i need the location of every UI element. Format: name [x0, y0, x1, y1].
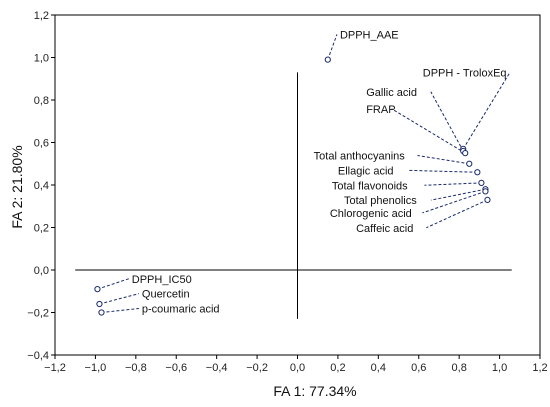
x-tick-label: 0,8 [452, 362, 467, 374]
point-label: Total phenolics [344, 195, 417, 207]
leader-line [462, 72, 511, 150]
point-label: Total anthocyanins [314, 151, 406, 163]
y-tick-label: 0,8 [34, 95, 49, 107]
data-point [324, 56, 331, 63]
point-label: Total flavonoids [332, 180, 408, 192]
x-tick-label: −0,4 [206, 362, 228, 374]
leader-line [408, 169, 478, 173]
y-tick-label: 1,0 [34, 53, 49, 65]
leader-line [391, 108, 466, 154]
point-label: Ellagic acid [338, 165, 394, 177]
y-tick-label: 0,4 [34, 180, 49, 192]
y-axis-title: FA 2: 21.80% [9, 145, 25, 228]
x-axis-ticks: −1,2 −1,0 −0,8 −0,6 −0,4 −0,2 0,0 0,2 0,4 0,6 0,8 1… [44, 355, 548, 374]
reference-lines [75, 72, 512, 319]
x-tick-label: −0,2 [246, 362, 268, 374]
leader-line [417, 155, 470, 165]
y-tick-label: −0,4 [27, 350, 49, 362]
x-tick-label: 0,6 [411, 362, 426, 374]
point-label: DPPH_IC50 [132, 274, 192, 286]
point-label: DPPH - TroloxEq [423, 68, 507, 80]
data-point [484, 196, 491, 203]
point-label: Quercetin [142, 289, 190, 301]
x-tick-label: −0,8 [125, 362, 147, 374]
data-point [462, 150, 469, 157]
leader-line [327, 34, 338, 60]
data-point [94, 286, 101, 293]
data-point [474, 169, 481, 176]
data-point [98, 309, 105, 316]
y-tick-label: 0,6 [34, 138, 49, 150]
leader-line [426, 199, 488, 229]
data-point [478, 179, 485, 186]
point-label: Chlorogenic acid [330, 208, 412, 220]
leader-line [430, 188, 486, 201]
y-tick-label: −0,2 [27, 308, 49, 320]
x-axis-title: FA 1: 77.34% [273, 383, 356, 399]
data-point [482, 188, 489, 195]
y-tick-label: 0,0 [34, 265, 49, 277]
leader-line [97, 278, 129, 290]
leader-line [99, 293, 140, 305]
point-label: Caffeic acid [356, 223, 413, 235]
x-tick-label: −1,2 [44, 362, 66, 374]
leader-line [101, 308, 139, 313]
point-label: p-coumaric acid [142, 304, 220, 316]
leader-line [424, 182, 482, 186]
data-points [94, 56, 491, 316]
x-tick-label: −0,6 [165, 362, 187, 374]
leader-line [430, 91, 464, 152]
point-label: DPPH_AAE [340, 29, 399, 41]
data-point [466, 160, 473, 167]
x-tick-label: 1,2 [532, 362, 547, 374]
leader-line [422, 190, 486, 214]
point-labels: DPPH_AAE DPPH - TroloxEq Gallic acid FRAP To… [132, 29, 507, 315]
data-point [96, 300, 103, 308]
label-leader-lines [97, 34, 511, 313]
x-tick-label: 1,0 [492, 362, 507, 374]
x-tick-label: 0,4 [371, 362, 386, 374]
x-tick-label: −1,0 [85, 362, 107, 374]
y-tick-label: 0,2 [34, 223, 49, 235]
point-label: FRAP [366, 104, 395, 116]
x-tick-label: 0,2 [330, 362, 345, 374]
y-tick-label: 1,2 [34, 10, 49, 22]
x-tick-label: 0,0 [290, 362, 305, 374]
y-axis-ticks: −0,4 −0,2 0,0 0,2 0,4 0,6 0,8 1,0 1,2 [27, 10, 55, 362]
point-label: Gallic acid [366, 87, 417, 99]
